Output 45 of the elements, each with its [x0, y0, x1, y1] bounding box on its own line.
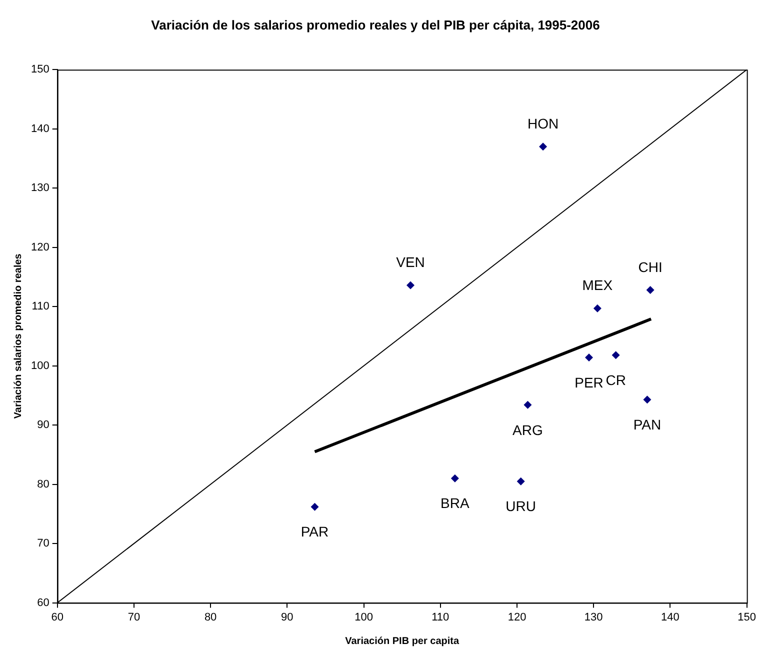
y-tick-label: 80 — [37, 478, 50, 490]
annotation: BRA — [440, 495, 470, 512]
point — [539, 142, 548, 151]
point — [310, 502, 319, 511]
point — [524, 400, 532, 409]
x-tick-label: 130 — [584, 611, 603, 624]
y-tick-label: 60 — [37, 596, 50, 609]
y-tick-label: 130 — [30, 182, 50, 194]
annotation: PER — [574, 374, 604, 390]
x-tick-label: 80 — [204, 611, 217, 624]
annotation: URU — [506, 498, 536, 514]
point — [612, 351, 620, 360]
y-tick-label: 140 — [30, 122, 50, 135]
y-tick-label: 70 — [37, 538, 50, 550]
point — [450, 474, 459, 482]
point — [585, 354, 594, 362]
x-axis-title: Variación PIB per capita — [345, 636, 460, 647]
point — [516, 477, 525, 486]
x-tick-label: 150 — [738, 611, 756, 624]
y-tick-label: 110 — [32, 300, 50, 313]
annotation: PAN — [633, 416, 662, 432]
annotation: MEX — [582, 277, 614, 294]
annotation: CR — [606, 372, 626, 388]
point — [646, 286, 654, 294]
point — [406, 281, 415, 290]
y-tick-label: 120 — [30, 241, 50, 254]
x-tick-label: 110 — [432, 611, 450, 624]
y-tick-label: 150 — [30, 64, 50, 76]
annotation: ARG — [512, 422, 543, 438]
annotation: PAR — [300, 524, 329, 540]
annotation: HON — [527, 115, 559, 132]
x-tick-label: 120 — [508, 611, 526, 624]
x-tick-label: 140 — [661, 611, 680, 624]
point — [643, 396, 652, 404]
point — [593, 304, 602, 312]
annotation: VEN — [396, 254, 425, 270]
x-tick-label: 70 — [128, 611, 140, 624]
y-axis-title: Variación salarios promedio reales — [12, 253, 24, 419]
x-tick-label: 60 — [51, 611, 64, 624]
chart-title: Variación de los salarios promedio reales y del PIB per cápita, 1995-2006 — [151, 17, 600, 32]
x-tick-label: 90 — [281, 611, 294, 624]
y-tick-label: 100 — [30, 360, 50, 372]
annotation: CHI — [638, 258, 662, 275]
y-tick-label: 90 — [37, 419, 50, 432]
x-tick-label: 100 — [354, 611, 373, 624]
